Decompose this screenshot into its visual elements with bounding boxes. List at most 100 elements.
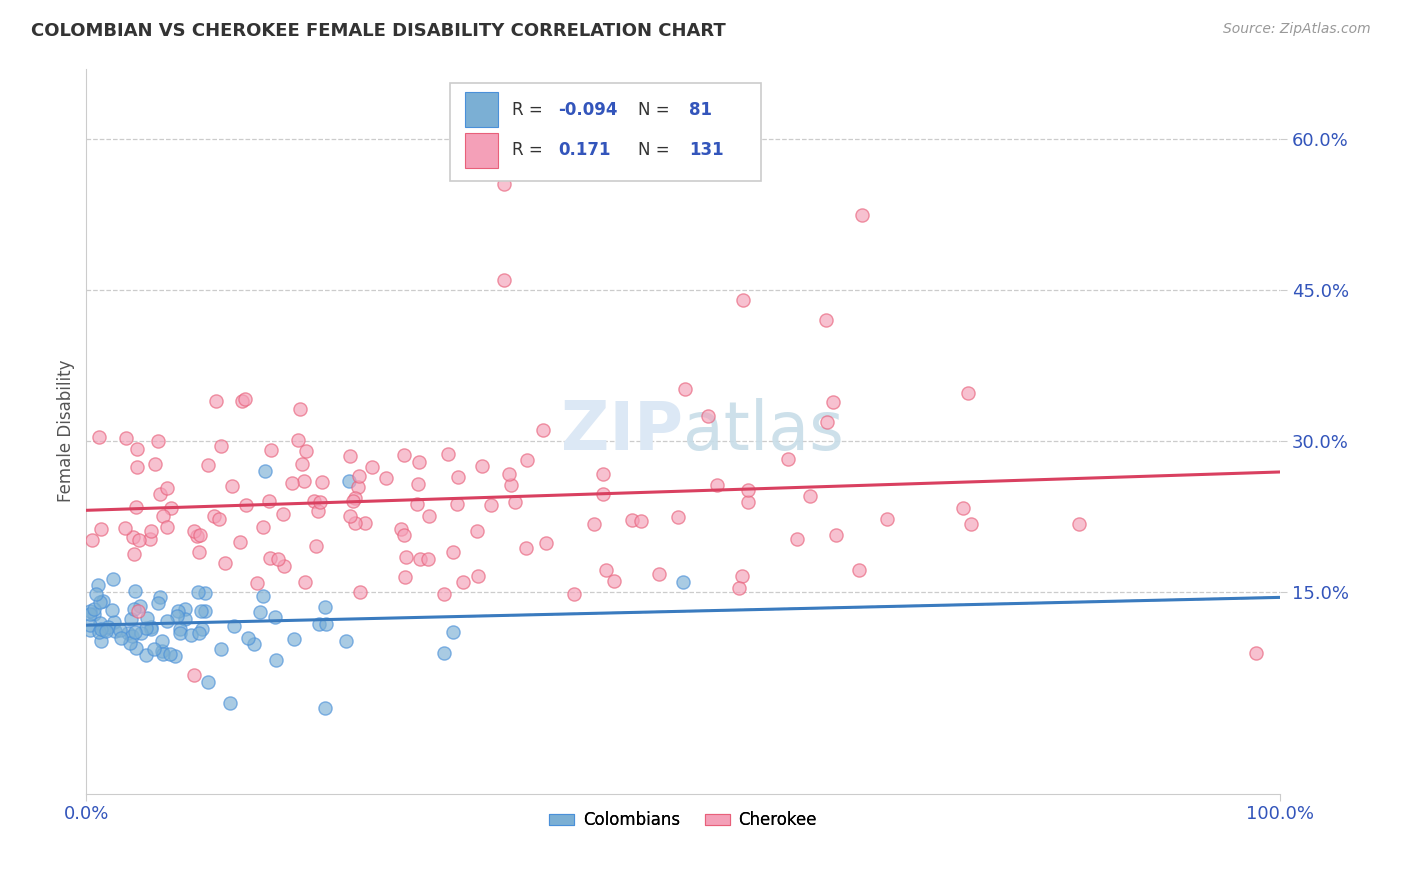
- Point: [139, 524, 162, 538]
- Point: [187, 585, 209, 599]
- Point: [290, 457, 312, 471]
- Point: [188, 545, 211, 559]
- Point: [418, 552, 440, 566]
- Point: [471, 458, 494, 473]
- Point: [236, 631, 259, 645]
- Point: [446, 497, 468, 511]
- Point: [409, 551, 432, 566]
- Point: [432, 587, 454, 601]
- Point: [360, 460, 382, 475]
- Point: [959, 516, 981, 531]
- Point: [267, 551, 290, 566]
- Point: [314, 600, 336, 615]
- Point: [221, 479, 243, 493]
- Point: [287, 433, 309, 447]
- Point: [273, 559, 295, 574]
- Point: [595, 563, 617, 577]
- Point: [204, 394, 226, 409]
- Point: [89, 616, 111, 631]
- Point: [183, 524, 205, 539]
- Point: [956, 386, 979, 401]
- Point: [264, 610, 287, 624]
- Point: [465, 524, 488, 538]
- Point: [394, 528, 416, 542]
- Text: COLOMBIAN VS CHEROKEE FEMALE DISABILITY CORRELATION CHART: COLOMBIAN VS CHEROKEE FEMALE DISABILITY …: [31, 22, 725, 40]
- Point: [142, 642, 165, 657]
- Point: [194, 586, 217, 600]
- Point: [252, 589, 274, 603]
- Point: [1067, 516, 1090, 531]
- Point: [79, 604, 101, 618]
- Point: [848, 563, 870, 577]
- Point: [139, 533, 162, 547]
- Point: [706, 478, 728, 492]
- Point: [592, 467, 614, 481]
- Point: [583, 517, 606, 532]
- Point: [406, 477, 429, 491]
- Text: -0.094: -0.094: [558, 101, 617, 119]
- Point: [815, 313, 838, 327]
- Point: [307, 503, 329, 517]
- Point: [727, 581, 749, 595]
- Bar: [464, 93, 498, 128]
- Text: 131: 131: [689, 142, 724, 160]
- Point: [139, 620, 162, 634]
- Point: [194, 603, 217, 617]
- Point: [190, 604, 212, 618]
- Point: [315, 617, 337, 632]
- Point: [152, 647, 174, 661]
- Text: R =: R =: [512, 101, 548, 119]
- Point: [344, 516, 367, 531]
- Point: [183, 667, 205, 681]
- Point: [243, 637, 266, 651]
- Point: [202, 509, 225, 524]
- Point: [156, 615, 179, 629]
- Point: [163, 649, 186, 664]
- Point: [288, 402, 311, 417]
- Point: [87, 578, 110, 592]
- Point: [516, 453, 538, 467]
- Point: [672, 575, 695, 590]
- Text: R =: R =: [512, 142, 548, 160]
- Point: [666, 509, 689, 524]
- Point: [83, 607, 105, 621]
- Point: [534, 536, 557, 550]
- Point: [952, 501, 974, 516]
- Point: [259, 442, 281, 457]
- Point: [166, 609, 188, 624]
- Point: [174, 601, 197, 615]
- Text: N =: N =: [638, 142, 675, 160]
- Point: [344, 491, 367, 506]
- Point: [266, 653, 288, 667]
- Point: [97, 620, 120, 634]
- Point: [467, 569, 489, 583]
- Point: [406, 497, 429, 511]
- Point: [149, 590, 172, 604]
- Point: [79, 607, 101, 621]
- Point: [135, 621, 157, 635]
- Point: [648, 567, 671, 582]
- Point: [186, 529, 208, 543]
- Point: [254, 464, 277, 478]
- Point: [84, 587, 107, 601]
- Point: [479, 498, 502, 512]
- Point: [143, 458, 166, 472]
- Point: [96, 624, 118, 638]
- Point: [498, 467, 520, 481]
- Point: [1244, 646, 1267, 660]
- Point: [79, 624, 101, 638]
- Point: [778, 452, 800, 467]
- Point: [731, 568, 754, 582]
- Point: [117, 626, 139, 640]
- Point: [339, 450, 361, 464]
- Point: [233, 392, 256, 407]
- Point: [259, 550, 281, 565]
- Point: [603, 574, 626, 588]
- Point: [190, 622, 212, 636]
- Point: [492, 178, 515, 192]
- Point: [136, 611, 159, 625]
- Point: [824, 528, 846, 542]
- Point: [630, 514, 652, 528]
- Point: [167, 604, 190, 618]
- Point: [342, 494, 364, 508]
